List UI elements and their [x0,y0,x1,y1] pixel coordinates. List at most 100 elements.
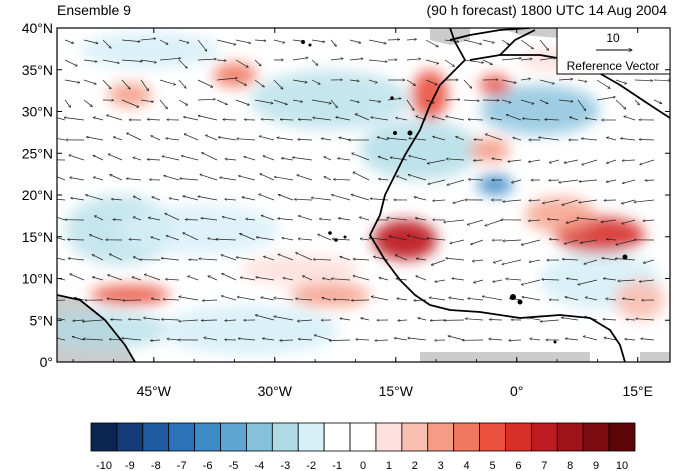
wind-arrow [188,276,199,281]
wind-arrow [493,259,503,263]
wind-arrow [378,157,389,161]
wind-arrow [520,79,531,80]
wind-arrow [502,259,522,264]
wind-arrow [151,136,161,141]
wind-arrow [72,337,85,341]
wind-arrow [522,119,541,121]
wind-arrow [108,275,123,281]
wind-arrow [453,199,465,203]
wind-arrow [416,259,427,261]
colorbar-label: -9 [125,460,135,471]
wind-arrow [292,79,307,82]
wind-arrow [447,179,465,185]
wind-arrow [529,259,541,262]
wind-arrow [179,319,199,321]
wind-arrow [641,339,655,341]
wind-arrow [349,59,363,61]
wind-arrow [273,79,283,89]
colorbar-swatch [297,422,325,452]
wind-arrow [150,340,161,341]
wind-arrow [492,159,503,161]
wind-arrow [542,279,560,280]
wind-arrow [225,199,237,200]
wind-arrow [509,340,522,341]
wind-arrow [254,40,266,41]
wind-arrow [324,157,332,161]
wind-arrow [425,99,434,103]
wind-arrow [427,159,446,164]
wind-arrow [216,99,228,105]
wind-arrow [427,238,446,241]
wind-arrow [577,218,598,221]
wind-arrow [166,279,180,280]
wind-arrow [618,280,636,281]
wind-arrow [371,297,389,301]
wind-arrow [416,276,427,281]
wind-arrow [433,200,446,201]
wind-arrow [278,218,294,221]
wind-arrow [144,274,161,281]
wind-arrow [82,319,104,322]
wind-arrow [208,276,218,281]
wind-arrow [583,336,598,341]
wind-arrow [57,216,66,221]
wind-arrow [604,338,617,341]
wind-arrow [468,119,484,120]
wind-arrow [582,159,598,165]
wind-arrow [113,137,123,141]
wind-arrow [311,79,320,84]
wind-arrow [64,118,85,121]
wind-arrow [468,298,484,301]
wind-arrow [167,339,180,340]
wind-arrow [292,157,313,161]
wind-arrow [444,59,455,67]
wind-arrow [446,258,465,261]
wind-arrow [221,255,237,261]
wind-arrow [501,99,511,103]
wind-arrow [539,99,548,104]
wind-arrow [565,297,579,301]
colorbar-label: 0 [360,460,366,471]
wind-arrow [133,217,142,221]
wind-arrow [359,217,370,221]
wind-arrow [645,180,655,181]
wind-arrow [179,297,199,301]
wind-arrow [83,79,96,84]
wind-arrow [147,119,161,120]
wind-arrow [425,79,437,85]
wind-arrow [202,153,218,161]
wind-arrow [622,219,636,224]
wind-arrow [321,138,332,141]
wind-arrow [368,59,387,62]
wind-arrow [463,39,482,44]
colorbar-label: -1 [332,460,342,471]
wind-arrow [566,219,579,223]
wind-arrow [472,260,484,261]
wind-arrow [409,138,427,141]
colorbar-swatch [582,422,610,452]
wind-arrow [180,179,199,181]
wind-arrow [162,319,180,320]
wind-arrow [262,338,275,341]
colorbar-swatch [556,422,584,452]
wind-arrow [361,318,370,321]
colorbar-swatch [116,422,144,452]
wind-arrow [387,138,408,141]
wind-arrow [184,117,199,121]
wind-arrow [522,297,541,301]
wind-arrow [220,178,237,181]
wind-arrow [68,239,85,240]
wind-arrow [549,239,560,240]
wind-arrow [324,177,332,181]
wind-arrow [379,179,389,180]
wind-arrow [274,316,294,321]
wind-arrow [579,199,598,203]
wind-arrow [565,339,579,341]
wind-arrow [102,39,111,48]
wind-arrow [559,179,579,183]
wind-arrow [64,79,80,83]
wind-arrow [581,139,598,141]
wind-arrow [463,79,472,88]
colorbar-label: 8 [567,460,573,471]
wind-arrow [562,199,579,205]
